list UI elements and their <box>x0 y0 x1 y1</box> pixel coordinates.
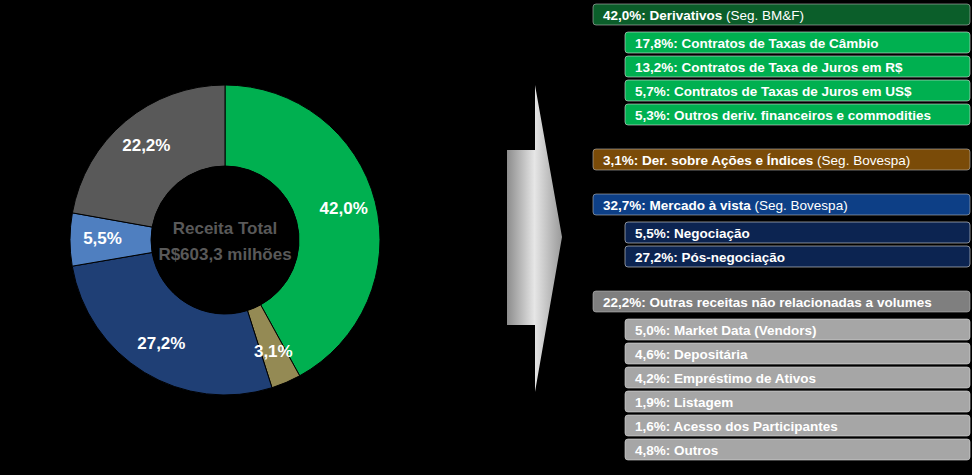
svg-text:13,2%: Contratos de Taxa de Ju: 13,2%: Contratos de Taxa de Juros em R$ <box>635 60 903 75</box>
svg-text:42,0%: 42,0% <box>320 199 368 218</box>
svg-text:Receita Total: Receita Total <box>173 219 278 238</box>
svg-text:27,2%: Pós-negociação: 27,2%: Pós-negociação <box>635 250 785 265</box>
svg-text:5,5%: Negociação: 5,5%: Negociação <box>635 226 750 241</box>
svg-text:3,1%: 3,1% <box>254 342 293 361</box>
svg-text:17,8%: Contratos de Taxas de C: 17,8%: Contratos de Taxas de Câmbio <box>635 36 879 51</box>
svg-text:5,0%: Market Data (Vendors): 5,0%: Market Data (Vendors) <box>635 323 817 338</box>
svg-text:1,6%: Acesso dos Participantes: 1,6%: Acesso dos Participantes <box>635 419 838 434</box>
svg-text:3,1%: Der. sobre Ações e Índic: 3,1%: Der. sobre Ações e Índices (Seg. B… <box>603 153 910 168</box>
svg-text:4,8%: Outros: 4,8%: Outros <box>635 443 718 458</box>
svg-text:42,0%: Derivativos (Seg. BM&F): 42,0%: Derivativos (Seg. BM&F) <box>603 8 804 23</box>
svg-text:4,6%: Depositária: 4,6%: Depositária <box>635 347 748 362</box>
svg-text:5,7%: Contratos de Taxas de Ju: 5,7%: Contratos de Taxas de Juros em US$ <box>635 84 912 99</box>
svg-text:5,5%: 5,5% <box>83 229 122 248</box>
svg-text:5,3%: Outros deriv. financeiro: 5,3%: Outros deriv. financeiros e commod… <box>635 108 931 123</box>
svg-text:4,2%: Empréstimo de Ativos: 4,2%: Empréstimo de Ativos <box>635 371 816 386</box>
svg-text:R$603,3 milhões: R$603,3 milhões <box>158 245 291 264</box>
svg-text:1,9%: Listagem: 1,9%: Listagem <box>635 395 733 410</box>
svg-text:32,7%: Mercado à vista (Seg. B: 32,7%: Mercado à vista (Seg. Bovespa) <box>603 198 848 213</box>
svg-text:27,2%: 27,2% <box>137 334 185 353</box>
svg-text:22,2%: Outras receitas não rel: 22,2%: Outras receitas não relacionadas … <box>603 295 932 310</box>
svg-text:22,2%: 22,2% <box>122 136 170 155</box>
